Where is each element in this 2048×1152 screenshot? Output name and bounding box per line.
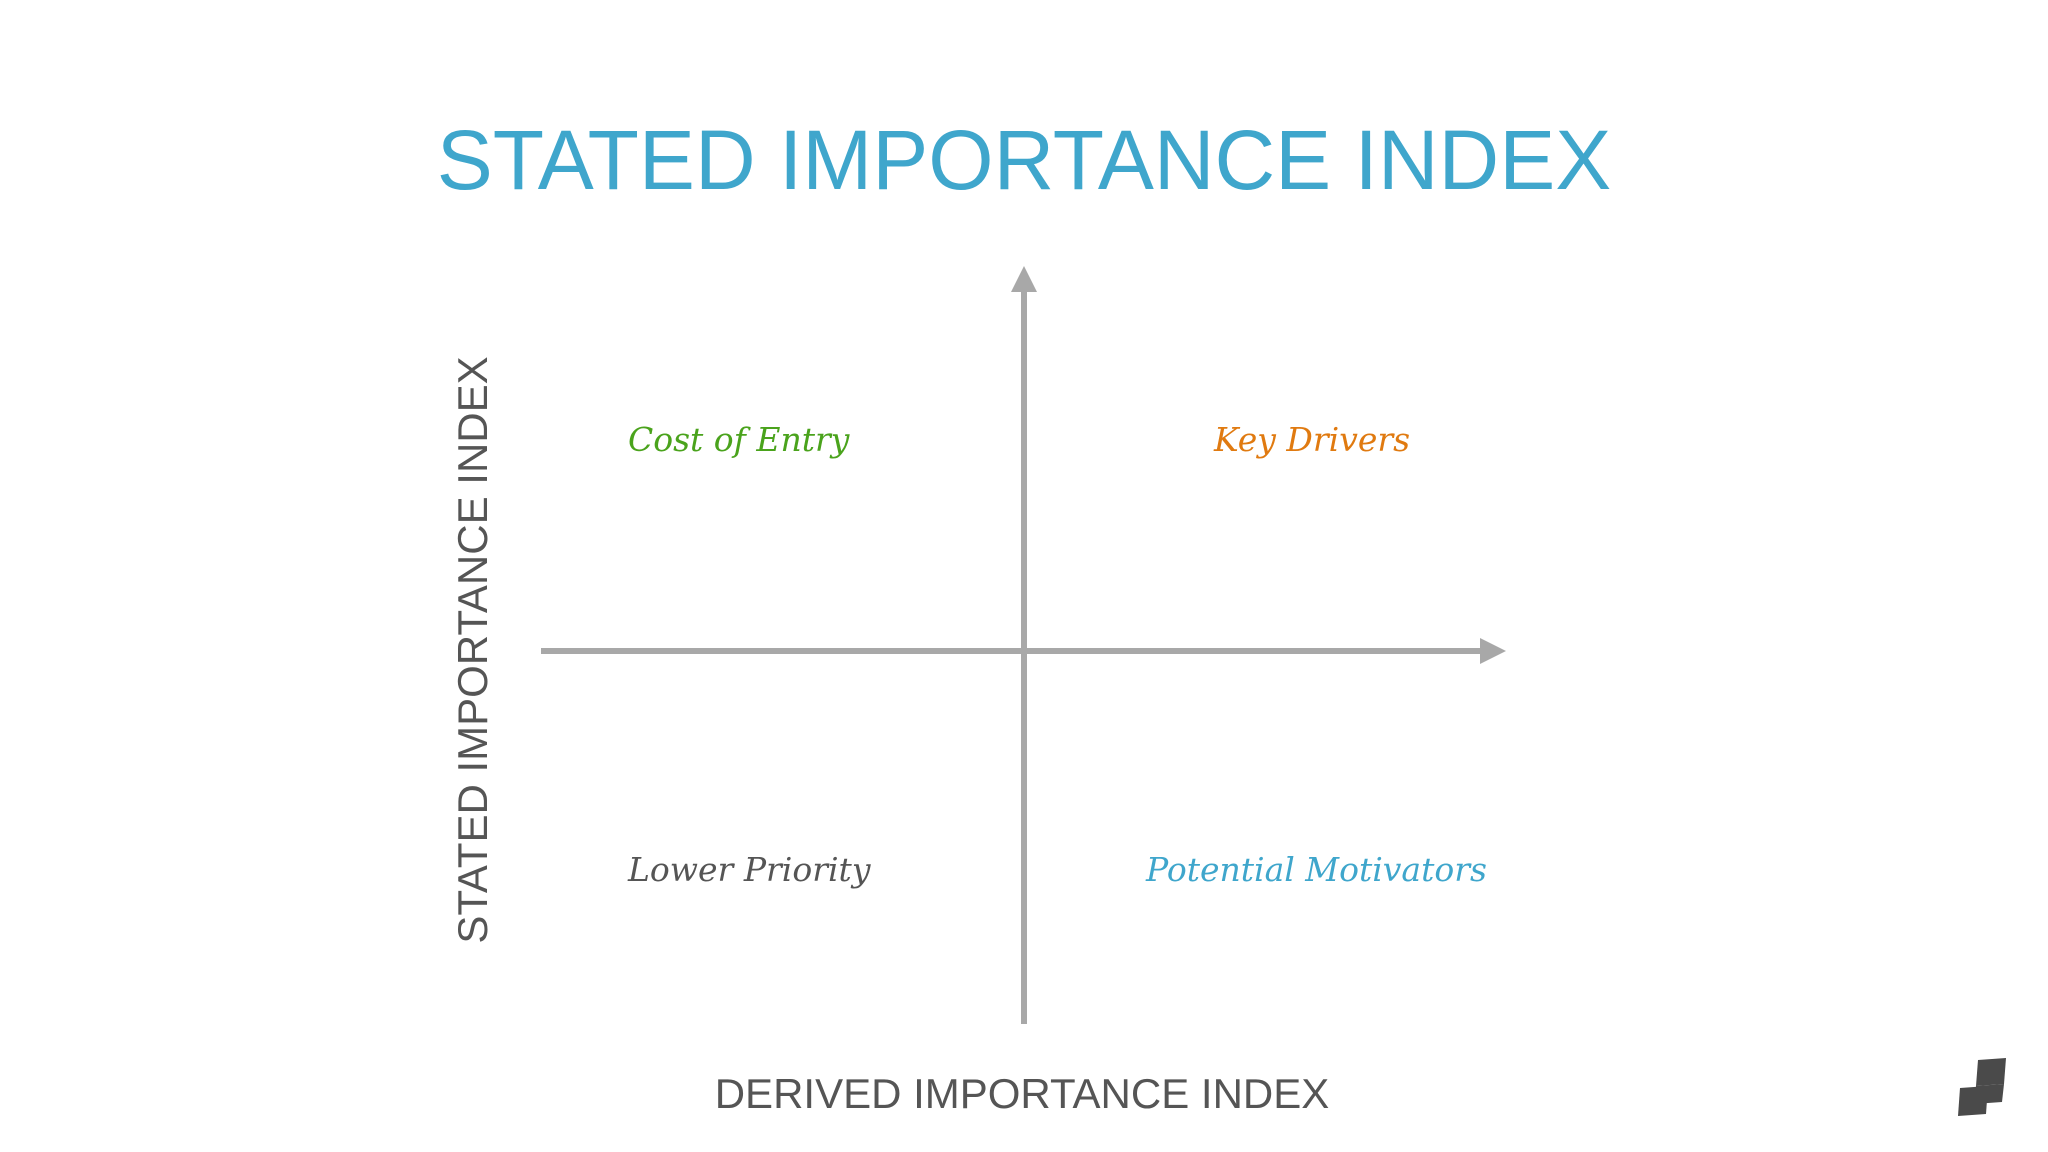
quadrant-label-cost-of-entry: Cost of Entry — [628, 420, 850, 459]
quadrant-label-lower-priority: Lower Priority — [628, 850, 871, 889]
vertical-axis-arrowhead — [1011, 266, 1037, 292]
quadrant-label-potential-motivators: Potential Motivators — [1146, 850, 1487, 889]
page-title: STATED IMPORTANCE INDEX — [436, 113, 1612, 207]
quadrant-label-key-drivers: Key Drivers — [1214, 420, 1411, 459]
x-axis-label: DERIVED IMPORTANCE INDEX — [714, 1070, 1330, 1117]
horizontal-axis-arrowhead — [1480, 638, 1506, 664]
brand-logo-icon — [1958, 1058, 2006, 1116]
